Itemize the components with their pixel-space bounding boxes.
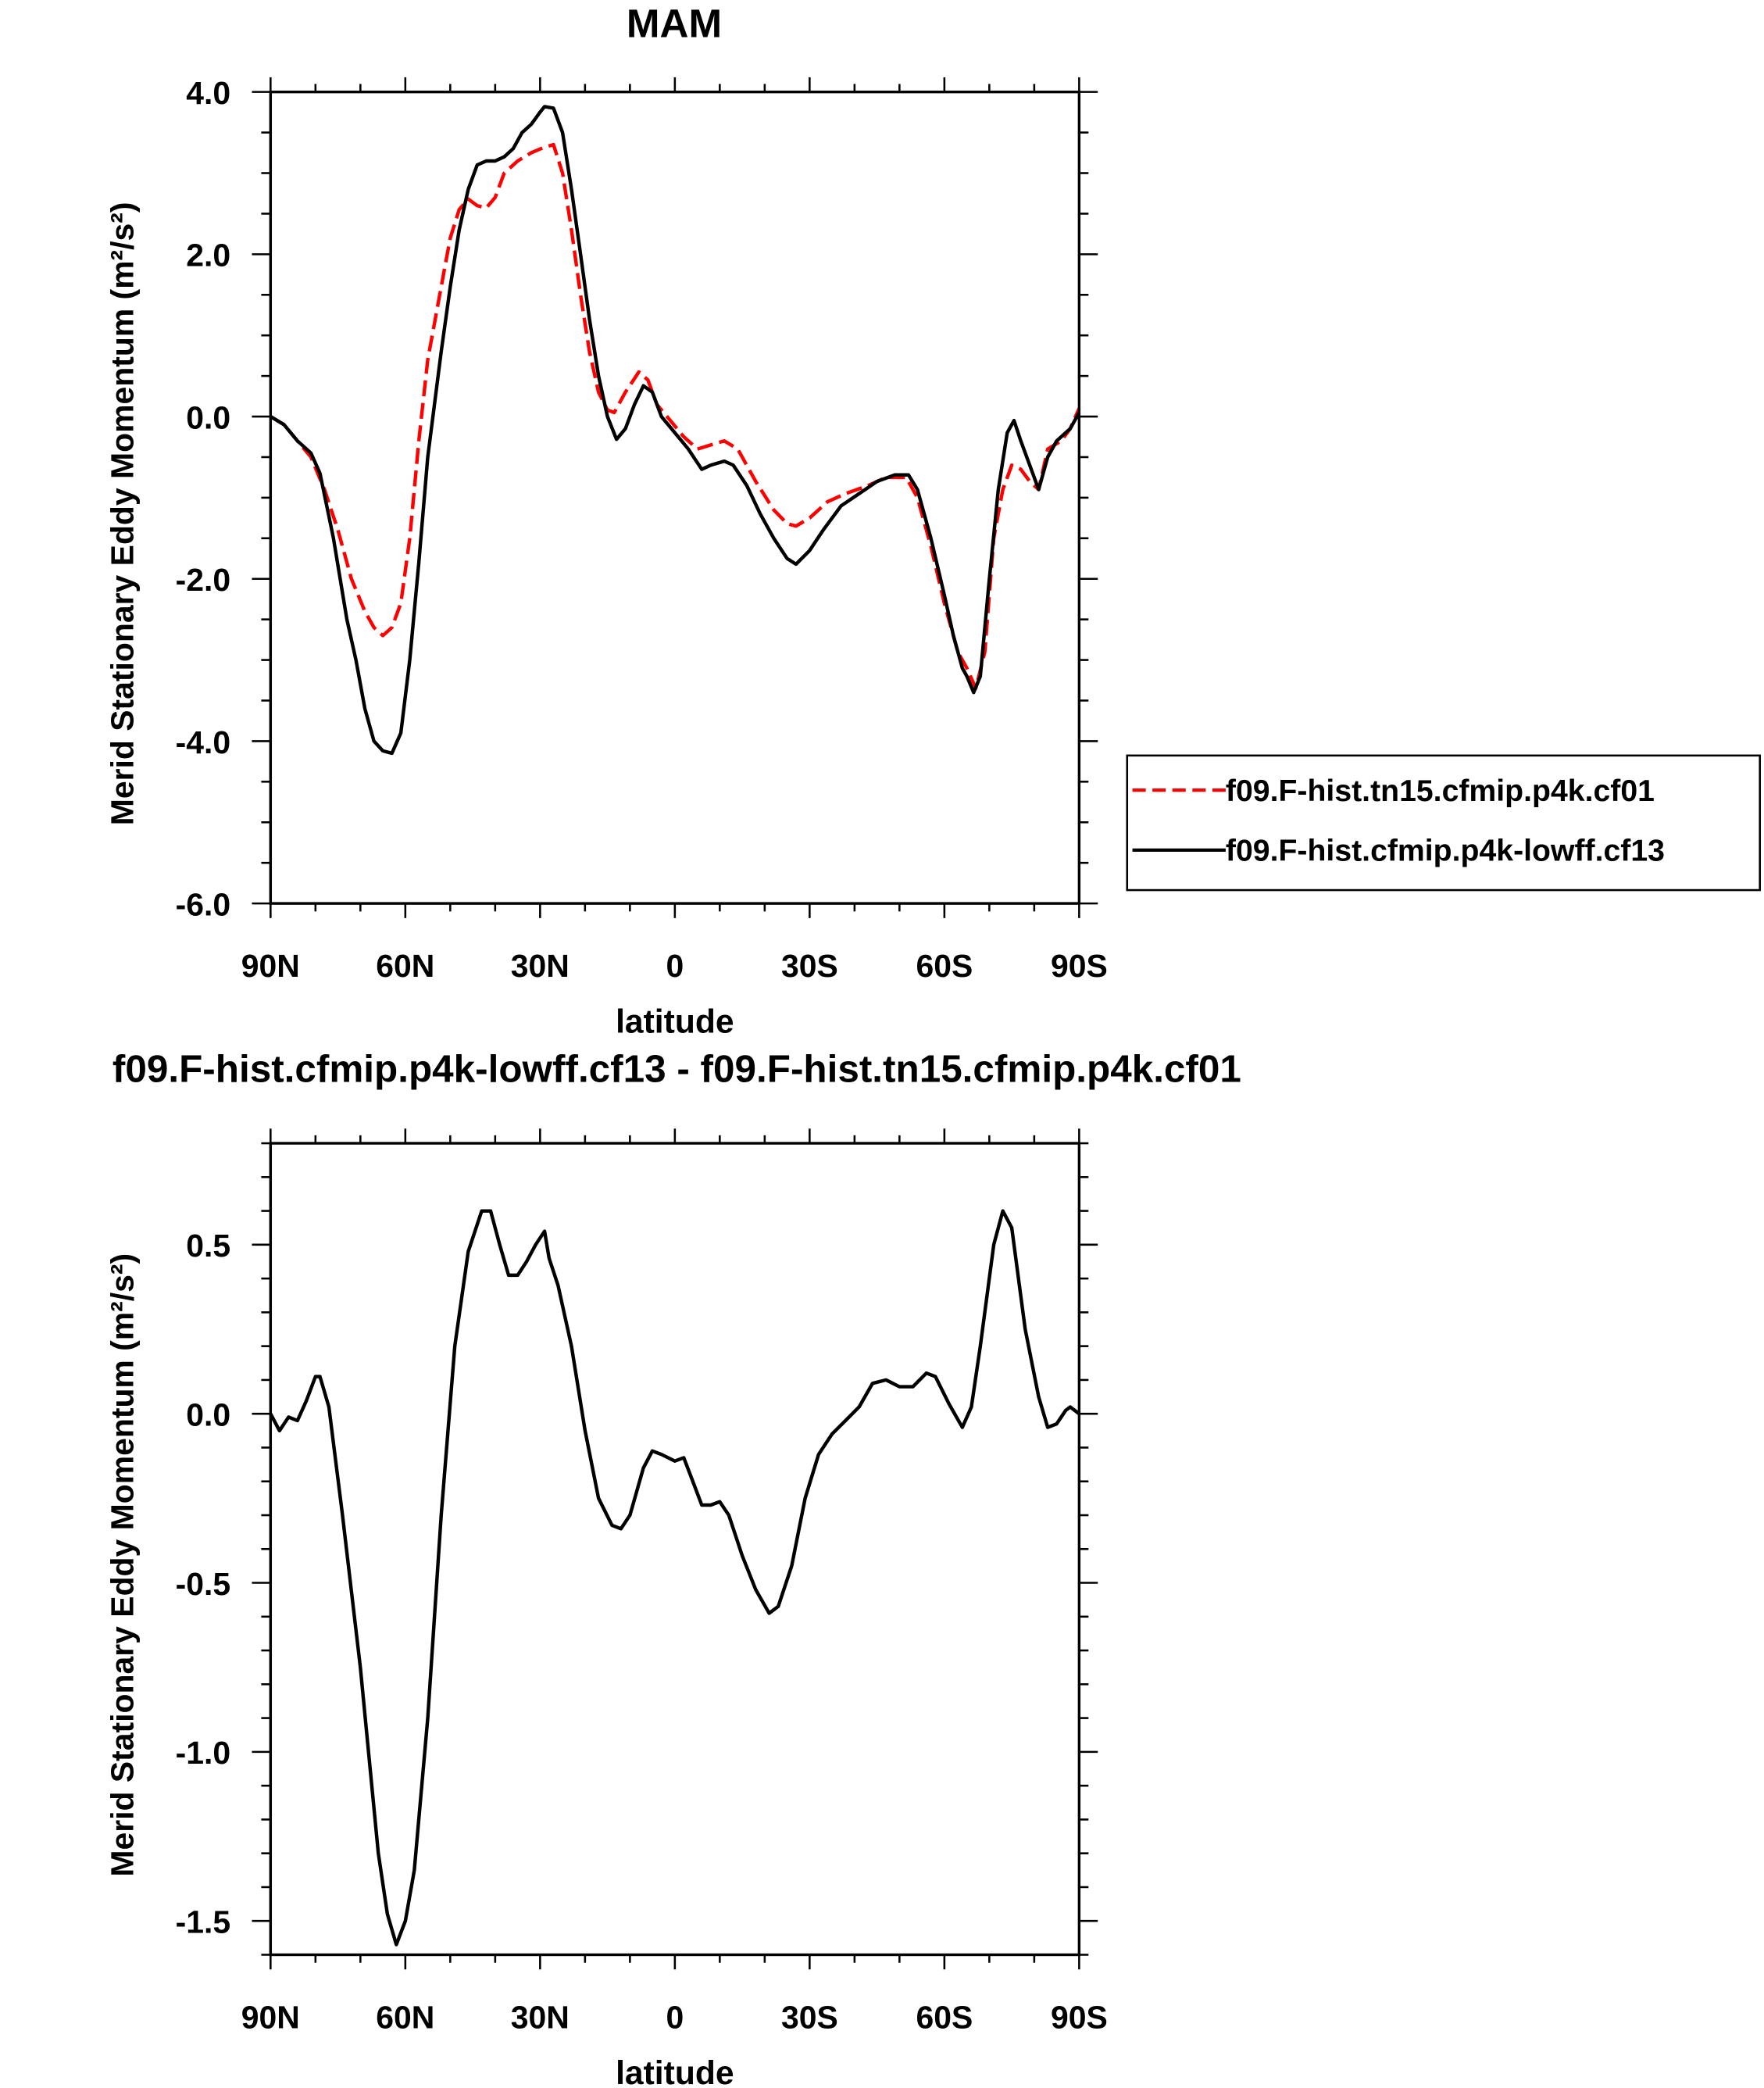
x-tick-label: 60S <box>916 948 973 984</box>
bottom-plot: 90N 60N 30N 0 30S 60S 90S 0.5 0.0 -0.5 -1.0 -1.5 lat… <box>105 1128 1108 2088</box>
top-plot-frame <box>269 90 1081 905</box>
x-tick-label: 90N <box>241 948 300 984</box>
x-axis-label: latitude <box>616 2054 734 2088</box>
x-tick-label: 60N <box>376 1999 434 2035</box>
y-axis-label: Merid Stationary Eddy Momentum (m²/s²) <box>105 202 141 825</box>
bottom-plot-frame <box>269 1142 1081 1957</box>
bottom-chart-title: f09.F-hist.cfmip.p4k-lowff.cf13 - f09.F-… <box>112 1048 1241 1091</box>
x-tick-label: 90N <box>241 1999 300 2035</box>
top-plot: 90N 60N 30N 0 30S 60S 90S 4.0 2.0 0.0 -2.0 -4.0 -6.0… <box>105 75 1108 1041</box>
top-chart-title: MAM <box>627 2 722 46</box>
y-tick-label: 2.0 <box>186 238 230 274</box>
x-axis-label: latitude <box>616 1003 734 1041</box>
y-tick-label: -6.0 <box>176 886 231 922</box>
x-tick-label: 0 <box>666 1999 684 2035</box>
legend-label-cf01: f09.F-hist.tn15.cfmip.p4k.cf01 <box>1226 774 1655 808</box>
x-tick-label: 90S <box>1051 1999 1108 2035</box>
y-tick-label: -0.5 <box>176 1566 231 1602</box>
x-tick-label: 30N <box>511 948 570 984</box>
y-tick-label: -1.5 <box>176 1904 231 1940</box>
legend: f09.F-hist.tn15.cfmip.p4k.cf01 f09.F-his… <box>1126 754 1761 892</box>
x-tick-label: 60N <box>376 948 434 984</box>
y-tick-label: -2.0 <box>176 562 231 598</box>
x-tick-label: 30N <box>511 1999 570 2035</box>
x-tick-label: 30S <box>781 948 838 984</box>
legend-label-cf13: f09.F-hist.cfmip.p4k-lowff.cf13 <box>1226 835 1665 868</box>
y-tick-label: -1.0 <box>176 1735 231 1771</box>
y-tick-label: 4.0 <box>186 75 230 111</box>
x-tick-label: 30S <box>781 1999 838 2035</box>
y-axis-label: Merid Stationary Eddy Momentum (m²/s²) <box>105 1253 141 1877</box>
x-tick-label: 90S <box>1051 948 1108 984</box>
x-tick-label: 0 <box>666 948 684 984</box>
x-tick-label: 60S <box>916 1999 973 2035</box>
series-line-difference <box>269 1209 1080 1947</box>
y-tick-label: 0.0 <box>186 399 230 435</box>
series-line-f09-F-hist-tn15-cfmip-p4k-cf01 <box>270 142 1081 691</box>
y-tick-label: -4.0 <box>176 724 231 760</box>
legend-box <box>1126 754 1761 892</box>
series-line-f09-F-hist-cfmip-p4k-lowff-cf13 <box>270 105 1081 756</box>
y-tick-label: 0.0 <box>186 1397 230 1433</box>
y-tick-label: 0.5 <box>186 1228 230 1264</box>
